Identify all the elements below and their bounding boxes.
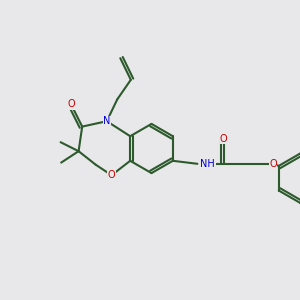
- Text: O: O: [108, 170, 116, 180]
- Text: N: N: [103, 116, 110, 126]
- Text: NH: NH: [200, 159, 215, 169]
- Text: O: O: [220, 134, 228, 144]
- Text: O: O: [269, 159, 277, 169]
- Text: O: O: [68, 99, 76, 110]
